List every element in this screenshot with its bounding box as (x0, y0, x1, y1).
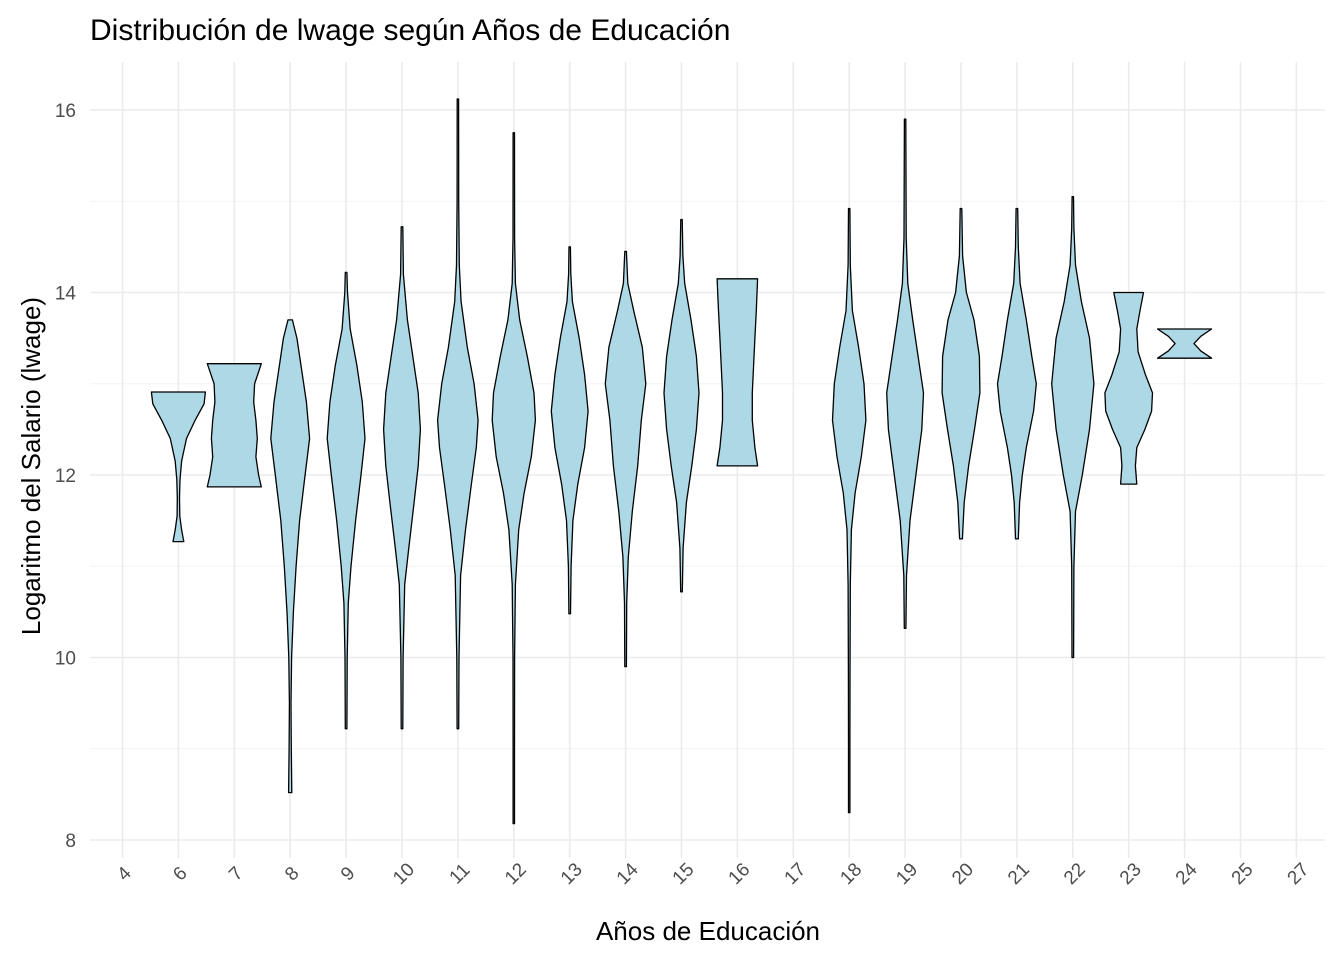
x-tick-label: 7 (225, 863, 247, 885)
x-tick-label: 13 (557, 859, 587, 889)
violin-11 (436, 98, 479, 730)
x-tick-label: 6 (169, 863, 191, 885)
violin-14 (604, 250, 647, 668)
y-axis-title: Logaritmo del Salario (lwage) (16, 297, 46, 635)
y-tick-label: 16 (55, 101, 76, 122)
y-tick-labels: 8 10 12 14 16 (55, 101, 77, 852)
x-tick-label: 15 (669, 859, 699, 889)
violin-7 (206, 363, 262, 488)
violin-10 (382, 226, 422, 730)
x-axis-title: Años de Educación (596, 916, 820, 946)
violin-12 (491, 132, 537, 825)
violin-layer (150, 98, 1213, 825)
x-tick-label: 9 (337, 863, 359, 885)
violin-19 (886, 118, 925, 629)
x-tick-label: 10 (389, 859, 419, 889)
x-tick-label: 21 (1004, 859, 1034, 889)
chart-title: Distribución de lwage según Años de Educ… (90, 14, 730, 47)
violin-16 (716, 278, 759, 467)
violin-22 (1051, 196, 1095, 659)
x-tick-label: 17 (781, 859, 811, 889)
x-tick-label: 8 (281, 863, 303, 885)
violin-8 (270, 319, 311, 794)
x-tick-label: 16 (725, 859, 755, 889)
violin-24 (1156, 328, 1213, 359)
y-tick-label: 14 (55, 284, 77, 305)
violin-13 (550, 246, 589, 615)
x-tick-label: 22 (1060, 859, 1090, 889)
x-tick-label: 19 (892, 859, 922, 889)
x-tick-labels: 4 6 7 8 9 10 11 12 13 14 15 16 17 18 19 20 21 22 23 24 25 27 (113, 859, 1313, 889)
x-tick-label: 24 (1172, 859, 1202, 889)
x-tick-label: 27 (1284, 859, 1314, 889)
x-tick-label: 25 (1228, 859, 1258, 889)
y-tick-label: 10 (55, 649, 76, 670)
violin-21 (996, 207, 1037, 540)
violin-20 (941, 207, 981, 540)
violin-6 (150, 391, 207, 543)
x-tick-label: 4 (113, 863, 136, 886)
x-tick-label: 20 (948, 859, 978, 889)
y-tick-label: 8 (65, 831, 76, 852)
x-tick-label: 14 (613, 859, 643, 889)
x-tick-label: 11 (446, 860, 475, 889)
violin-9 (326, 271, 366, 730)
violin-18 (831, 207, 867, 814)
violin-15 (663, 218, 700, 593)
x-tick-label: 23 (1116, 859, 1146, 889)
x-tick-label: 12 (501, 859, 531, 889)
violin-23 (1104, 291, 1154, 485)
x-tick-label: 18 (836, 859, 866, 889)
y-tick-label: 12 (55, 466, 76, 487)
